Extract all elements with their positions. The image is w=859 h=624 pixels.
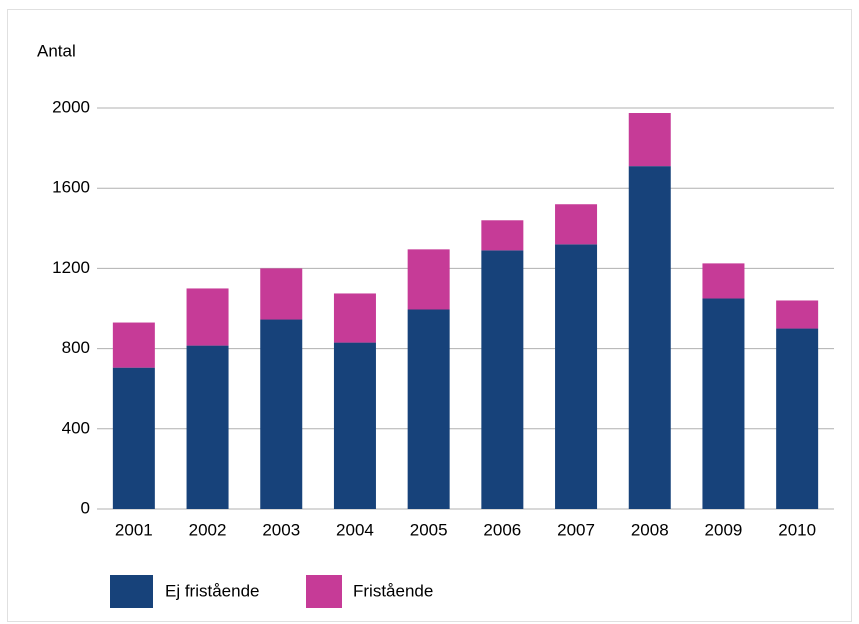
- bar-segment: [702, 263, 745, 299]
- y-tick-label: 2000: [52, 97, 90, 116]
- bar-segment: [407, 309, 450, 509]
- y-tick-label: 0: [81, 498, 90, 517]
- bar-segment: [481, 220, 524, 251]
- bar-segment: [481, 250, 524, 510]
- x-tick-label: 2009: [705, 520, 743, 539]
- bar-segment: [407, 249, 450, 310]
- bar-segment: [776, 328, 819, 509]
- bar-segment: [702, 298, 745, 509]
- bar-segment: [628, 166, 671, 509]
- x-tick-label: 2005: [410, 520, 448, 539]
- bar-segment: [260, 268, 303, 320]
- x-tick-label: 2008: [631, 520, 669, 539]
- x-tick-label: 2003: [262, 520, 300, 539]
- bar-segment: [776, 300, 819, 329]
- x-tick-label: 2007: [557, 520, 595, 539]
- y-tick-label: 1200: [52, 258, 90, 277]
- bar-segment: [333, 293, 376, 343]
- x-tick-label: 2006: [483, 520, 521, 539]
- y-tick-label: 400: [62, 418, 90, 437]
- y-tick-label: 1600: [52, 178, 90, 197]
- x-tick-label: 2002: [189, 520, 227, 539]
- x-tick-label: 2010: [778, 520, 816, 539]
- legend-swatch: [306, 575, 342, 608]
- bar-segment: [112, 367, 155, 509]
- bar-segment: [555, 244, 598, 509]
- x-tick-label: 2001: [115, 520, 153, 539]
- y-axis-label: Antal: [37, 41, 76, 60]
- legend-label: Fristående: [353, 581, 433, 600]
- legend-swatch: [110, 575, 153, 608]
- bar-segment: [186, 288, 229, 346]
- bar-segment: [260, 319, 303, 509]
- bar-segment: [333, 342, 376, 509]
- bar-segment: [628, 113, 671, 167]
- legend-label: Ej fristående: [165, 581, 260, 600]
- x-tick-label: 2004: [336, 520, 374, 539]
- bar-segment: [112, 322, 155, 368]
- y-tick-label: 800: [62, 338, 90, 357]
- bar-segment: [555, 204, 598, 245]
- bar-segment: [186, 345, 229, 509]
